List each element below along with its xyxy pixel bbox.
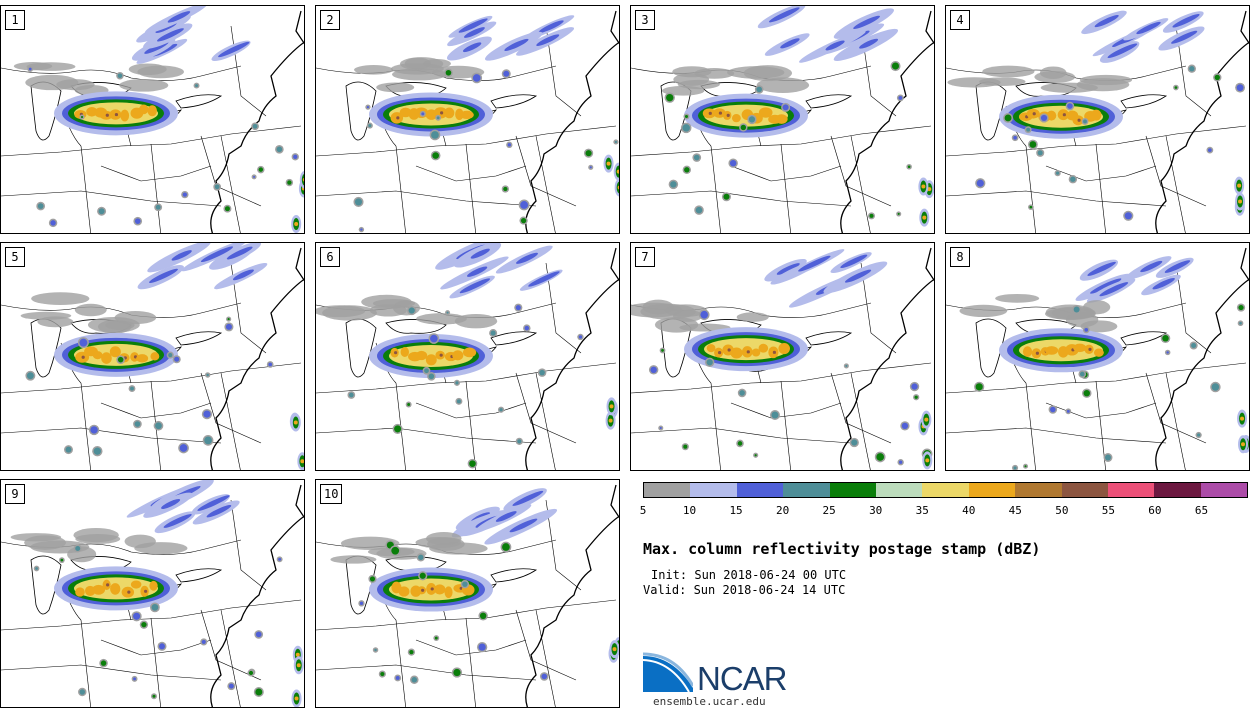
- member-panel-3: 3: [630, 5, 935, 234]
- member-label: 8: [950, 247, 970, 267]
- colorbar-segment: [736, 483, 784, 497]
- colorbar-segment: [1200, 483, 1248, 497]
- colorbar-tick-label: 50: [1055, 504, 1069, 517]
- member-panel-6: 6: [315, 242, 620, 471]
- colorbar-tick-label: 10: [682, 504, 697, 517]
- member-panel-2: 2: [315, 5, 620, 234]
- member-label: 1: [5, 10, 25, 30]
- colorbar-segment: [1154, 483, 1201, 497]
- member-label: 9: [5, 484, 25, 504]
- colorbar-segment: [829, 483, 876, 497]
- member-panel-1: 1: [0, 5, 305, 234]
- colorbar-tick-label: 35: [915, 504, 929, 517]
- colorbar-tick-label: 30: [869, 504, 883, 517]
- member-panel-4: 4: [945, 5, 1250, 234]
- colorbar-tick-label: 25: [822, 504, 836, 517]
- colorbar-segment: [922, 483, 969, 497]
- reflectivity-map: [316, 243, 619, 470]
- colorbar-tick-label: 40: [962, 504, 976, 517]
- colorbar-tick-label: 20: [775, 504, 790, 517]
- colorbar-tick-label: 60: [1148, 504, 1162, 517]
- colorbar-segment: [968, 483, 1016, 497]
- member-label: 7: [635, 247, 655, 267]
- reflectivity-map: [631, 247, 934, 470]
- reflectivity-map: [1, 243, 304, 470]
- colorbar-tick-label: 55: [1101, 504, 1115, 517]
- member-label: 4: [950, 10, 970, 30]
- member-panel-5: 5: [0, 242, 305, 471]
- reflectivity-map: [946, 10, 1249, 233]
- member-label: 5: [5, 247, 25, 267]
- member-panel-10: 10: [315, 479, 620, 708]
- colorbar-segment: [783, 483, 830, 497]
- colorbar: [643, 482, 1248, 498]
- reflectivity-map: [631, 6, 934, 233]
- colorbar-segment: [1061, 483, 1108, 497]
- colorbar-segment: [644, 483, 691, 497]
- member-label: 6: [320, 247, 340, 267]
- member-panel-9: 9: [0, 479, 305, 708]
- colorbar-segment: [1015, 483, 1062, 497]
- ncar-logo-text: NCAR: [697, 660, 788, 697]
- reflectivity-map: [316, 484, 619, 707]
- member-label: 2: [320, 10, 340, 30]
- colorbar-tick-label: 5: [639, 504, 647, 517]
- member-panel-7: 7: [630, 242, 935, 471]
- member-label: 10: [320, 484, 343, 504]
- reflectivity-map: [946, 247, 1249, 470]
- colorbar-segment: [690, 483, 737, 497]
- site-url: ensemble.ucar.edu: [653, 695, 766, 708]
- reflectivity-map: [316, 10, 619, 233]
- reflectivity-map: [1, 480, 304, 707]
- colorbar-tick-label: 15: [729, 504, 743, 517]
- colorbar-segment: [1107, 483, 1155, 497]
- valid-time: Valid: Sun 2018-06-24 14 UTC: [643, 583, 846, 597]
- ncar-logo-icon: [643, 652, 693, 692]
- member-panel-8: 8: [945, 242, 1250, 471]
- colorbar-tick-label: 65: [1194, 504, 1209, 517]
- figure-title: Max. column reflectivity postage stamp (…: [643, 540, 1041, 558]
- colorbar-tick-label: 45: [1008, 504, 1022, 517]
- init-time: Init: Sun 2018-06-24 00 UTC: [651, 568, 847, 582]
- reflectivity-map: [1, 6, 304, 233]
- colorbar-segment: [875, 483, 923, 497]
- member-label: 3: [635, 10, 655, 30]
